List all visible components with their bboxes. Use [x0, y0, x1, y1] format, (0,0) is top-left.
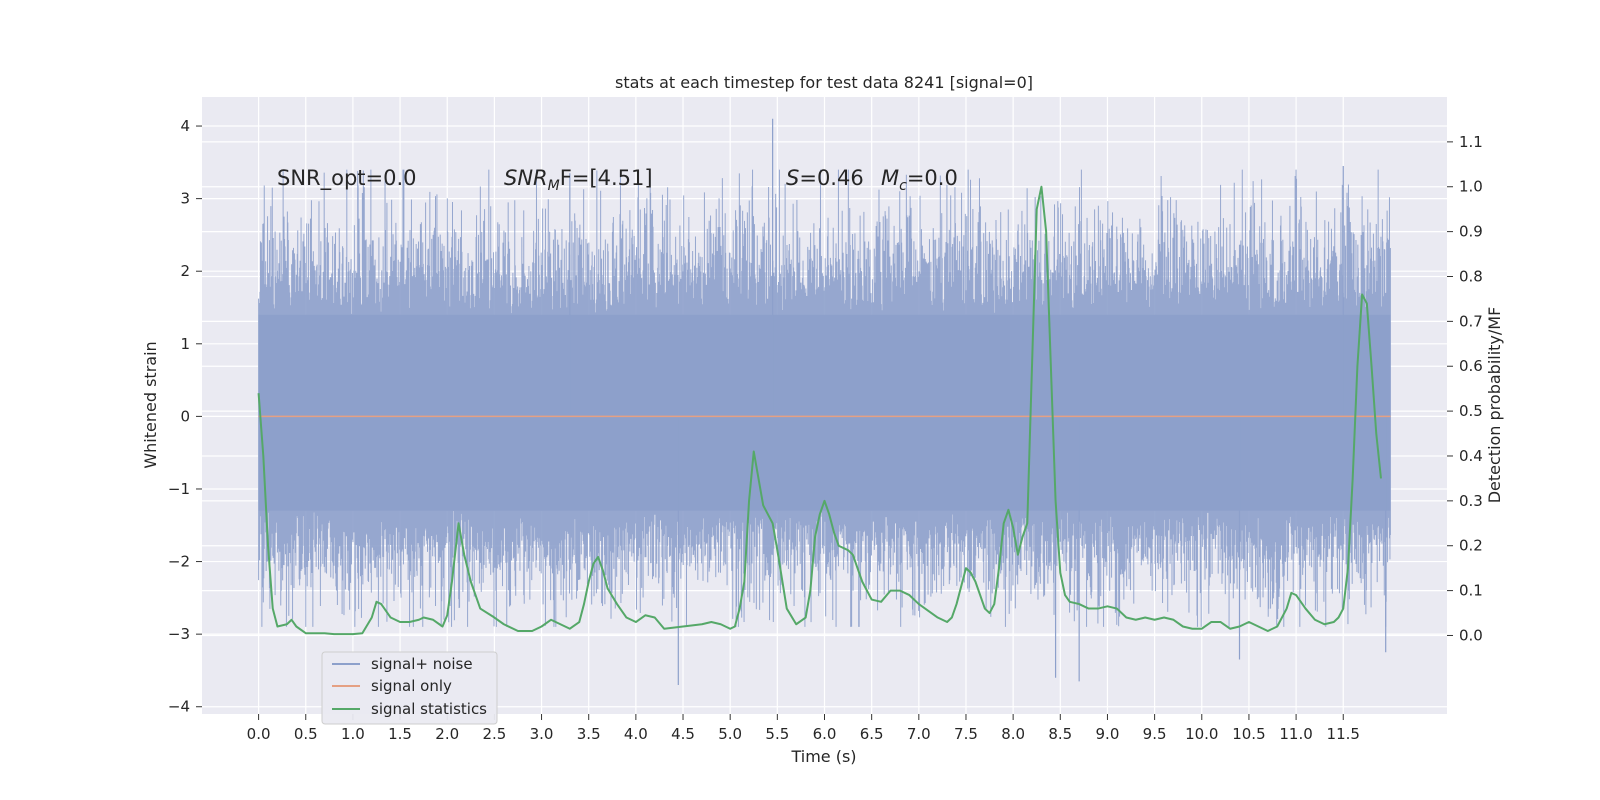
x-tick-label: 11.0	[1279, 725, 1312, 743]
y2-tick-label: 0.9	[1459, 223, 1483, 241]
x-tick-label: 3.0	[530, 725, 554, 743]
y-tick-label: −4	[168, 698, 190, 716]
x-tick-label: 1.5	[388, 725, 412, 743]
x-tick-label: 4.0	[624, 725, 648, 743]
annotation-snr-mf: SNRMF=[4.51]	[504, 166, 653, 194]
y2-tick-label: 1.0	[1459, 178, 1483, 196]
y2-tick-label: 0.1	[1459, 582, 1483, 600]
x-tick-label: 0.0	[247, 725, 271, 743]
y2-tick-label: 0.4	[1459, 447, 1483, 465]
x-tick-label: 0.5	[294, 725, 318, 743]
x-tick-label: 6.0	[813, 725, 837, 743]
y-tick-label: 3	[180, 190, 190, 208]
annotation-mc-symbol: M	[881, 166, 899, 190]
x-tick-label: 8.5	[1048, 725, 1072, 743]
x-tick-label: 3.5	[577, 725, 601, 743]
x-tick-label: 9.5	[1143, 725, 1167, 743]
y-tick-label: 4	[180, 117, 190, 135]
x-tick-label: 5.5	[765, 725, 789, 743]
y2-axis-title: Detection probability/MF	[1485, 307, 1504, 504]
x-tick-label: 2.0	[435, 725, 459, 743]
y-tick-label: 1	[180, 335, 190, 353]
x-tick-label: 8.0	[1001, 725, 1025, 743]
annotation-mc-value: =0.0	[907, 166, 958, 190]
x-tick-label: 7.0	[907, 725, 931, 743]
y-tick-label: 2	[180, 262, 190, 280]
annotation-s-value: =0.46	[799, 166, 863, 190]
y-axis-right: 1.1 1.0 0.9 0.8 0.7 0.6 0.5 0.4 0.3 0.2 0.1 0.0	[1447, 133, 1483, 644]
y2-tick-label: 0.7	[1459, 312, 1483, 330]
legend-box	[321, 651, 498, 725]
y2-tick-label: 0.6	[1459, 357, 1483, 375]
y-axis-left: 4 3 2 1 0 −1 −2 −3 −4	[168, 117, 202, 716]
x-axis: 0.0 0.5 1.0 1.5 2.0 2.5 3.0 3.5 4.0 4.5 5.0 5.5 6.0 6…	[247, 714, 1360, 743]
annotation-s-symbol: S	[786, 166, 799, 190]
y-tick-label: −1	[168, 480, 190, 498]
y2-tick-label: 1.1	[1459, 133, 1483, 151]
series-signal-plus-noise	[258, 118, 1391, 685]
x-tick-label: 10.5	[1232, 725, 1265, 743]
y-tick-label: −2	[168, 553, 190, 571]
y-tick-label: −3	[168, 625, 190, 643]
annotation-mc-subscript: c	[899, 178, 907, 194]
y2-tick-label: 0.8	[1459, 267, 1483, 285]
annotation-snr-mf-value: F=[4.51]	[560, 166, 653, 190]
chart-title: stats at each timestep for test data 824…	[615, 73, 1033, 92]
legend-label-signal-plus-noise: signal+ noise	[371, 655, 473, 673]
x-axis-title: Time (s)	[790, 747, 856, 766]
x-tick-label: 5.0	[718, 725, 742, 743]
x-tick-label: 2.5	[482, 725, 506, 743]
x-tick-label: 1.0	[341, 725, 365, 743]
series-signal-statistics	[257, 185, 1382, 636]
x-tick-label: 7.5	[954, 725, 978, 743]
x-tick-label: 4.5	[671, 725, 695, 743]
y-axis-title: Whitened strain	[141, 341, 160, 468]
y-tick-label: 0	[180, 407, 190, 425]
annotation-snr-mf-subscript: M	[548, 178, 560, 194]
y2-tick-label: 0.0	[1459, 626, 1483, 644]
annotation-snr-opt: SNR_opt=0.0	[277, 166, 417, 191]
x-tick-label: 10.0	[1185, 725, 1218, 743]
legend: signal+ noise signal only signal statist…	[321, 651, 498, 725]
y2-tick-label: 0.5	[1459, 402, 1483, 420]
signal-statistics-line	[257, 185, 1382, 636]
legend-label-signal-only: signal only	[371, 677, 452, 695]
noise-spikes	[258, 169, 1391, 627]
x-tick-label: 6.5	[860, 725, 884, 743]
annotation-mc: Mc=0.0	[881, 166, 958, 194]
x-tick-label: 9.0	[1096, 725, 1120, 743]
annotation-s: S=0.46	[786, 166, 864, 190]
legend-label-signal-statistics: signal statistics	[371, 700, 487, 718]
annotation-snr-mf-symbol: SNR	[504, 166, 548, 190]
y2-tick-label: 0.2	[1459, 537, 1483, 555]
y2-tick-label: 0.3	[1459, 492, 1483, 510]
x-tick-label: 11.5	[1327, 725, 1360, 743]
